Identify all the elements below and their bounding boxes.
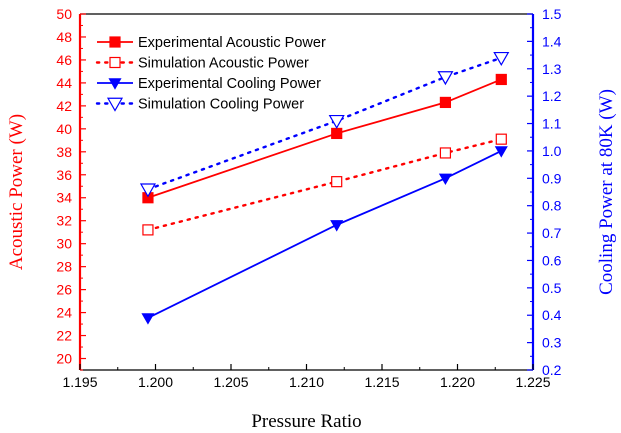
legend-label: Experimental Acoustic Power (138, 35, 326, 51)
data-point (495, 133, 507, 145)
data-point (330, 220, 344, 232)
legend-marker (109, 56, 121, 69)
y-right-tick-label: 1.5 (542, 6, 562, 22)
y-left-tick-label: 32 (56, 213, 72, 229)
legend-marker (108, 78, 122, 90)
y-left-tick-label: 24 (56, 305, 72, 321)
y-right-tick-label: 0.4 (542, 307, 562, 323)
y-left-tick-label: 30 (56, 236, 72, 252)
y-right-axis-title: Cooling Power at 80K (W) (596, 89, 617, 295)
data-point (331, 127, 343, 140)
y-left-axis: 20 22 24 26 28 30 32 34 36 38 40 42 44 46 48 50 (56, 6, 86, 371)
y-right-tick-label: 0.5 (542, 280, 562, 296)
y-left-tick-label: 36 (56, 167, 72, 183)
data-point (439, 147, 452, 159)
y-left-tick-label: 22 (56, 328, 72, 344)
series-line (146, 137, 503, 232)
legend-marker (106, 97, 124, 112)
y-right-tick-label: 1.1 (542, 116, 562, 132)
y-left-tick-label: 46 (56, 52, 72, 68)
series-3 (141, 146, 508, 325)
y-left-tick-label: 20 (56, 351, 72, 367)
y-left-tick-label: 50 (56, 6, 72, 22)
legend-label: Experimental Cooling Power (138, 76, 321, 92)
series-line (147, 150, 502, 319)
legend-marker (109, 36, 121, 48)
legend-entry: Simulation Cooling Power (95, 97, 304, 113)
y-left-tick-label: 28 (56, 259, 72, 275)
data-point (495, 73, 507, 86)
x-tick-label: 1.195 (62, 374, 97, 390)
y-left-tick-label: 34 (56, 190, 72, 206)
series-1 (142, 73, 507, 204)
x-axis-title: Pressure Ratio (251, 411, 361, 432)
data-point (438, 173, 452, 186)
data-point (494, 146, 508, 158)
x-axis: 1.195 1.200 1.205 1.210 1.215 1.220 1.225 (62, 364, 551, 390)
data-point (439, 96, 452, 109)
legend-entry: Simulation Acoustic Power (95, 56, 309, 72)
y-right-tick-label: 0.2 (542, 362, 562, 378)
legend-entry: Experimental Acoustic Power (97, 35, 326, 51)
y-right-tick-label: 1.0 (542, 143, 562, 159)
data-point (142, 224, 154, 236)
x-tick-label: 1.210 (289, 374, 324, 390)
y-right-tick-label: 0.7 (542, 225, 562, 241)
y-right-tick-label: 1.3 (542, 61, 562, 77)
legend-entry: Experimental Cooling Power (97, 76, 321, 92)
series-line (147, 78, 502, 199)
y-left-tick-label: 48 (56, 29, 72, 45)
legend-label: Simulation Acoustic Power (138, 56, 309, 72)
series-line (146, 56, 503, 191)
legend-label: Simulation Cooling Power (138, 97, 304, 113)
y-right-tick-label: 0.8 (542, 198, 562, 214)
x-tick-label: 1.215 (364, 374, 399, 390)
series-4 (139, 51, 510, 198)
data-point (331, 176, 343, 188)
series-layer (139, 51, 510, 325)
series-2 (142, 133, 507, 236)
y-right-tick-label: 0.9 (542, 170, 562, 186)
y-left-tick-label: 26 (56, 282, 72, 298)
x-tick-label: 1.220 (440, 374, 475, 390)
y-left-tick-label: 38 (56, 144, 72, 160)
data-point (141, 313, 155, 325)
y-left-tick-label: 40 (56, 121, 72, 137)
legend: Experimental Acoustic Power Simulation Ac… (95, 35, 326, 113)
y-left-axis-title: Acoustic Power (W) (6, 114, 27, 270)
y-right-tick-label: 0.6 (542, 252, 562, 268)
y-left-tick-label: 42 (56, 98, 72, 114)
y-left-tick-label: 44 (56, 75, 72, 91)
y-right-axis: 0.2 0.3 0.4 0.5 0.6 0.7 0.8 0.9 1.0 1.1 1.2 1.3 1.4 1… (527, 6, 562, 378)
data-point (139, 183, 156, 198)
data-point (493, 51, 510, 67)
y-right-tick-label: 1.4 (542, 33, 562, 49)
y-right-tick-label: 0.3 (542, 335, 562, 351)
x-tick-label: 1.200 (138, 374, 173, 390)
x-tick-label: 1.205 (213, 374, 248, 390)
data-point (328, 114, 345, 130)
y-right-tick-label: 1.2 (542, 88, 562, 104)
x-tick-label: 1.225 (515, 374, 550, 390)
data-point (437, 71, 454, 86)
